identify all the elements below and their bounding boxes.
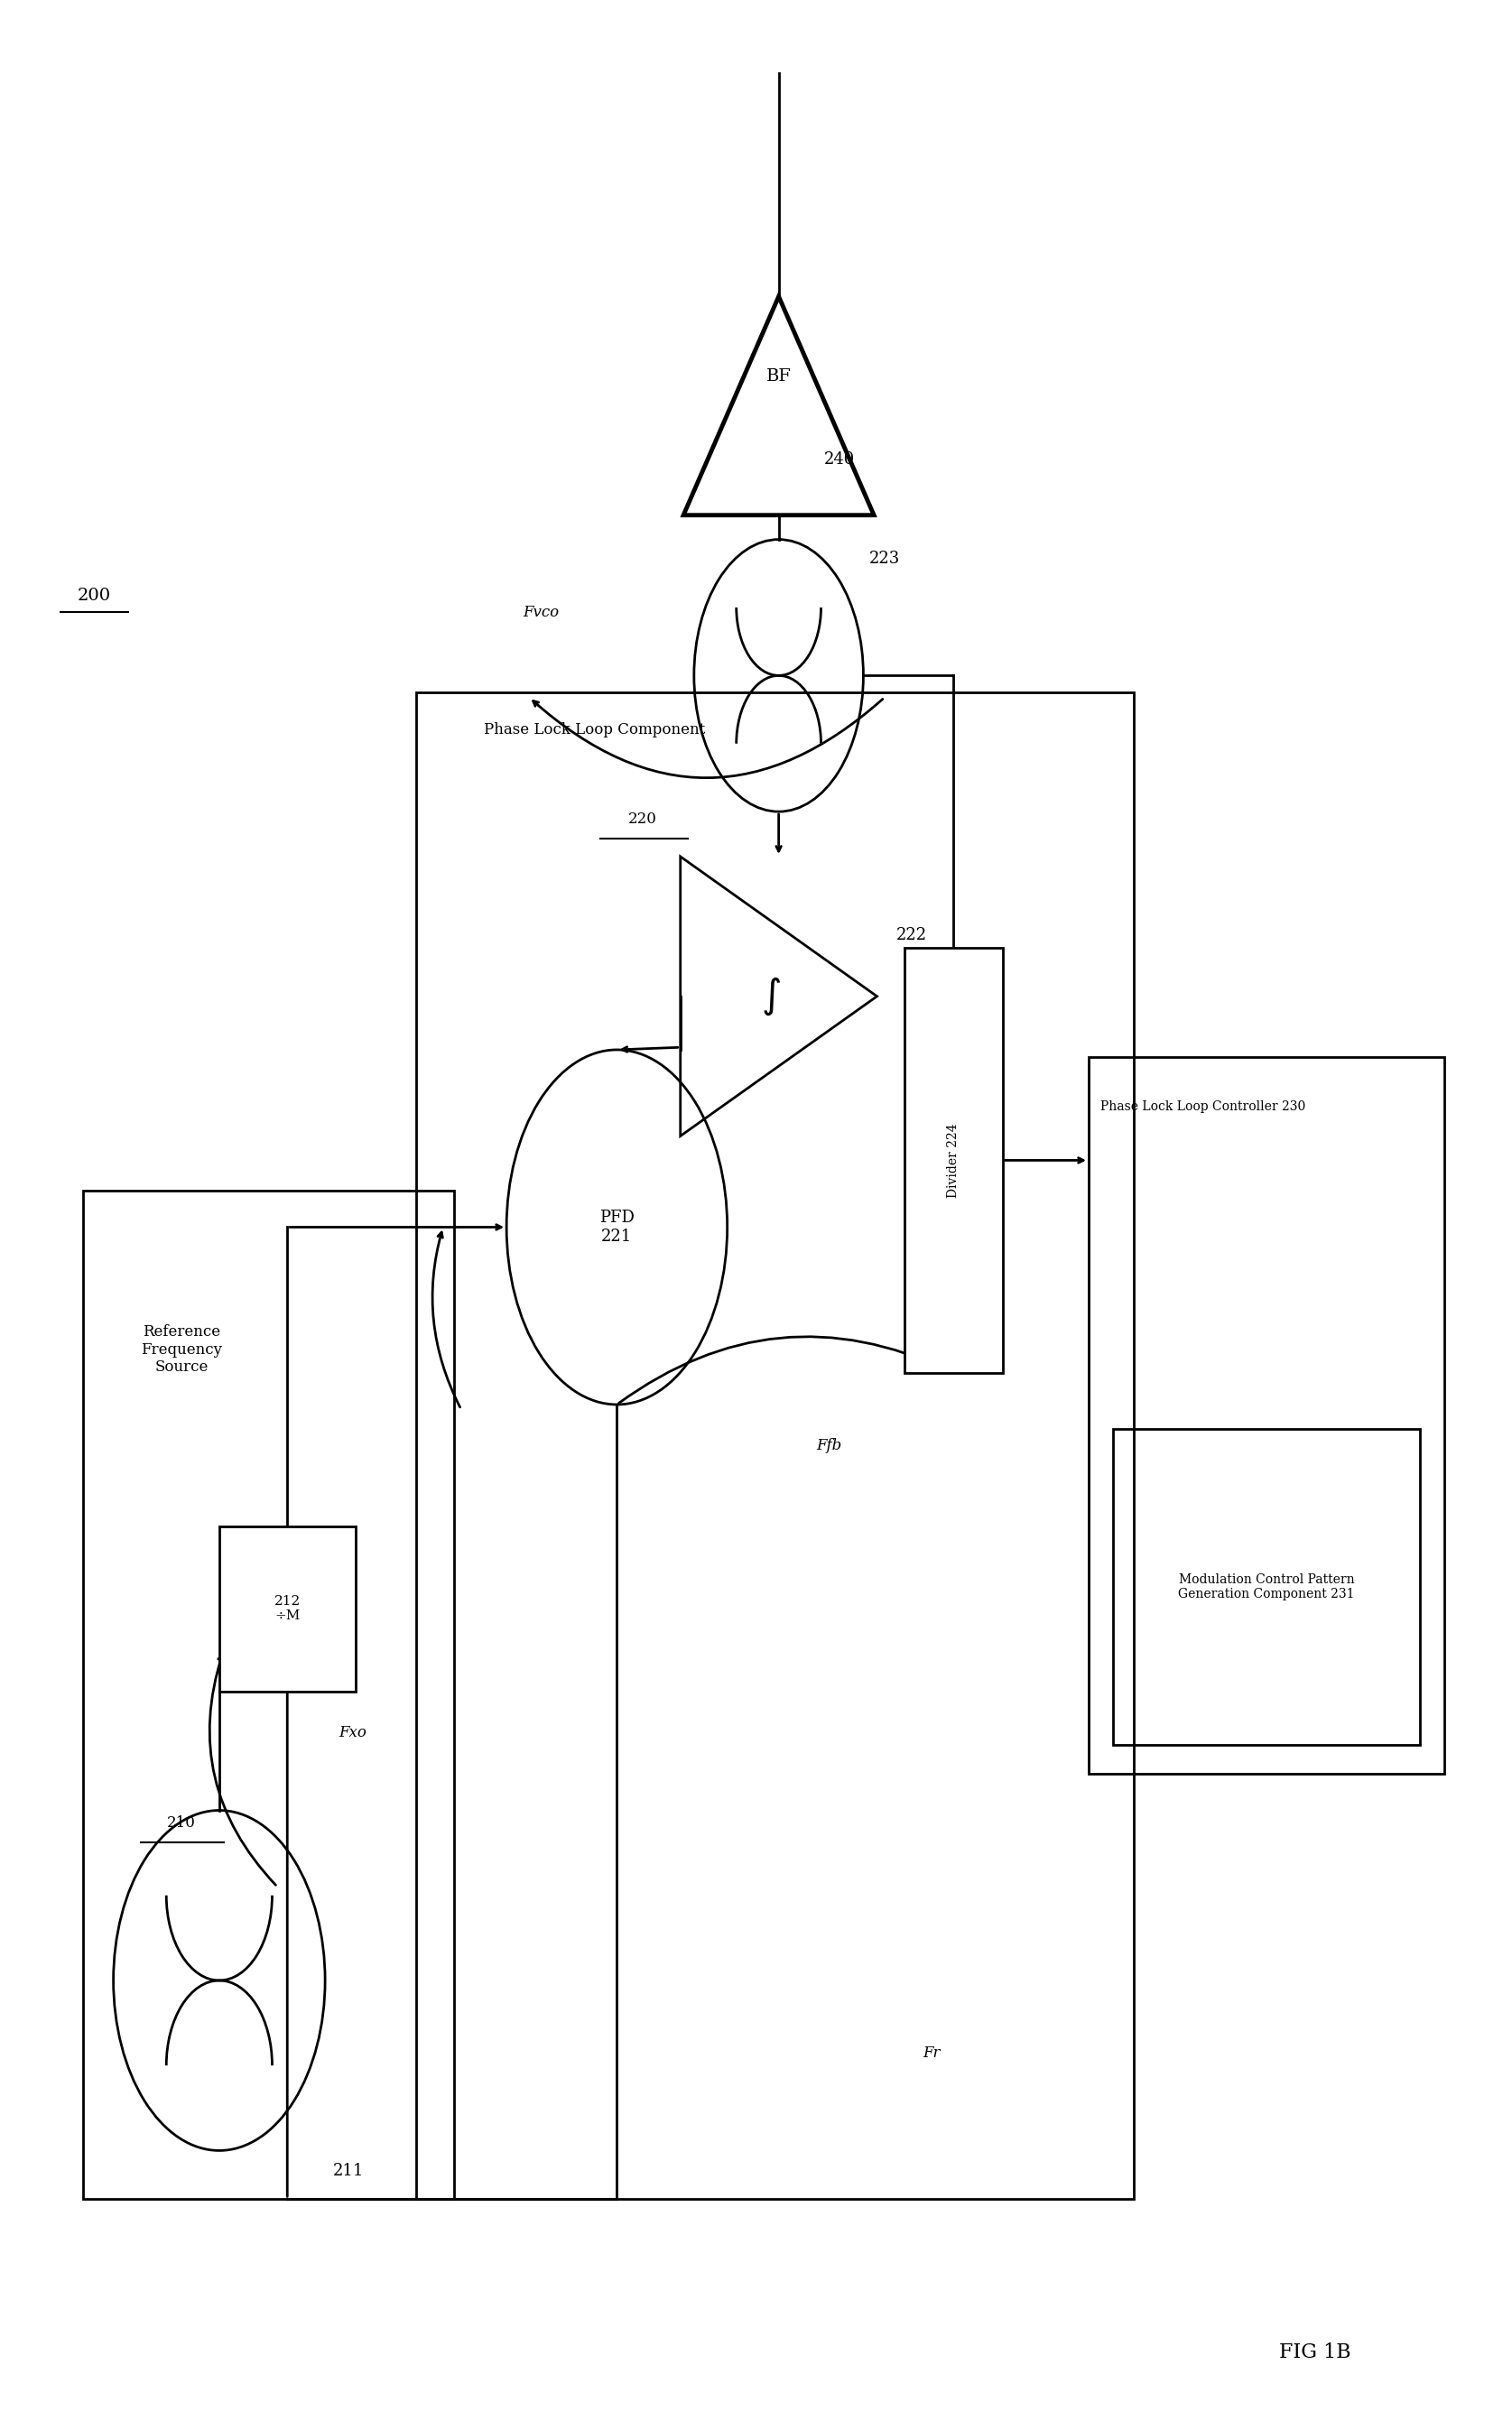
Bar <box>219 1526 355 1691</box>
Text: 220: 220 <box>627 812 658 826</box>
Text: Phase Lock Loop Controller 230: Phase Lock Loop Controller 230 <box>1101 1101 1306 1113</box>
Text: Ffb: Ffb <box>816 1439 841 1453</box>
Text: 200: 200 <box>77 588 110 603</box>
Text: Reference
Frequency
Source: Reference Frequency Source <box>141 1324 222 1375</box>
Bar <box>1089 1057 1444 1774</box>
Bar <box>416 693 1134 2199</box>
Text: PFD
221: PFD 221 <box>599 1210 635 1244</box>
Bar <box>83 1191 454 2199</box>
Text: BF: BF <box>767 369 791 384</box>
Text: 223: 223 <box>869 552 900 566</box>
Bar <box>1113 1429 1420 1745</box>
Bar <box>904 948 1002 1373</box>
Text: 212
÷M: 212 ÷M <box>274 1594 301 1623</box>
Text: 211: 211 <box>333 2163 364 2180</box>
Text: Modulation Control Pattern
Generation Component 231: Modulation Control Pattern Generation Co… <box>1178 1572 1355 1601</box>
Text: Divider 224: Divider 224 <box>947 1123 960 1198</box>
Text: Fr: Fr <box>922 2046 940 2061</box>
Text: 222: 222 <box>897 928 927 943</box>
Text: Fvco: Fvco <box>523 605 559 620</box>
Text: FIG 1B: FIG 1B <box>1279 2343 1352 2362</box>
Text: Phase Lock Loop Component: Phase Lock Loop Component <box>484 722 705 736</box>
Text: 210: 210 <box>166 1815 197 1830</box>
Text: Fxo: Fxo <box>339 1725 366 1740</box>
Text: 240: 240 <box>824 452 854 467</box>
Text: $\int$: $\int$ <box>761 974 782 1018</box>
